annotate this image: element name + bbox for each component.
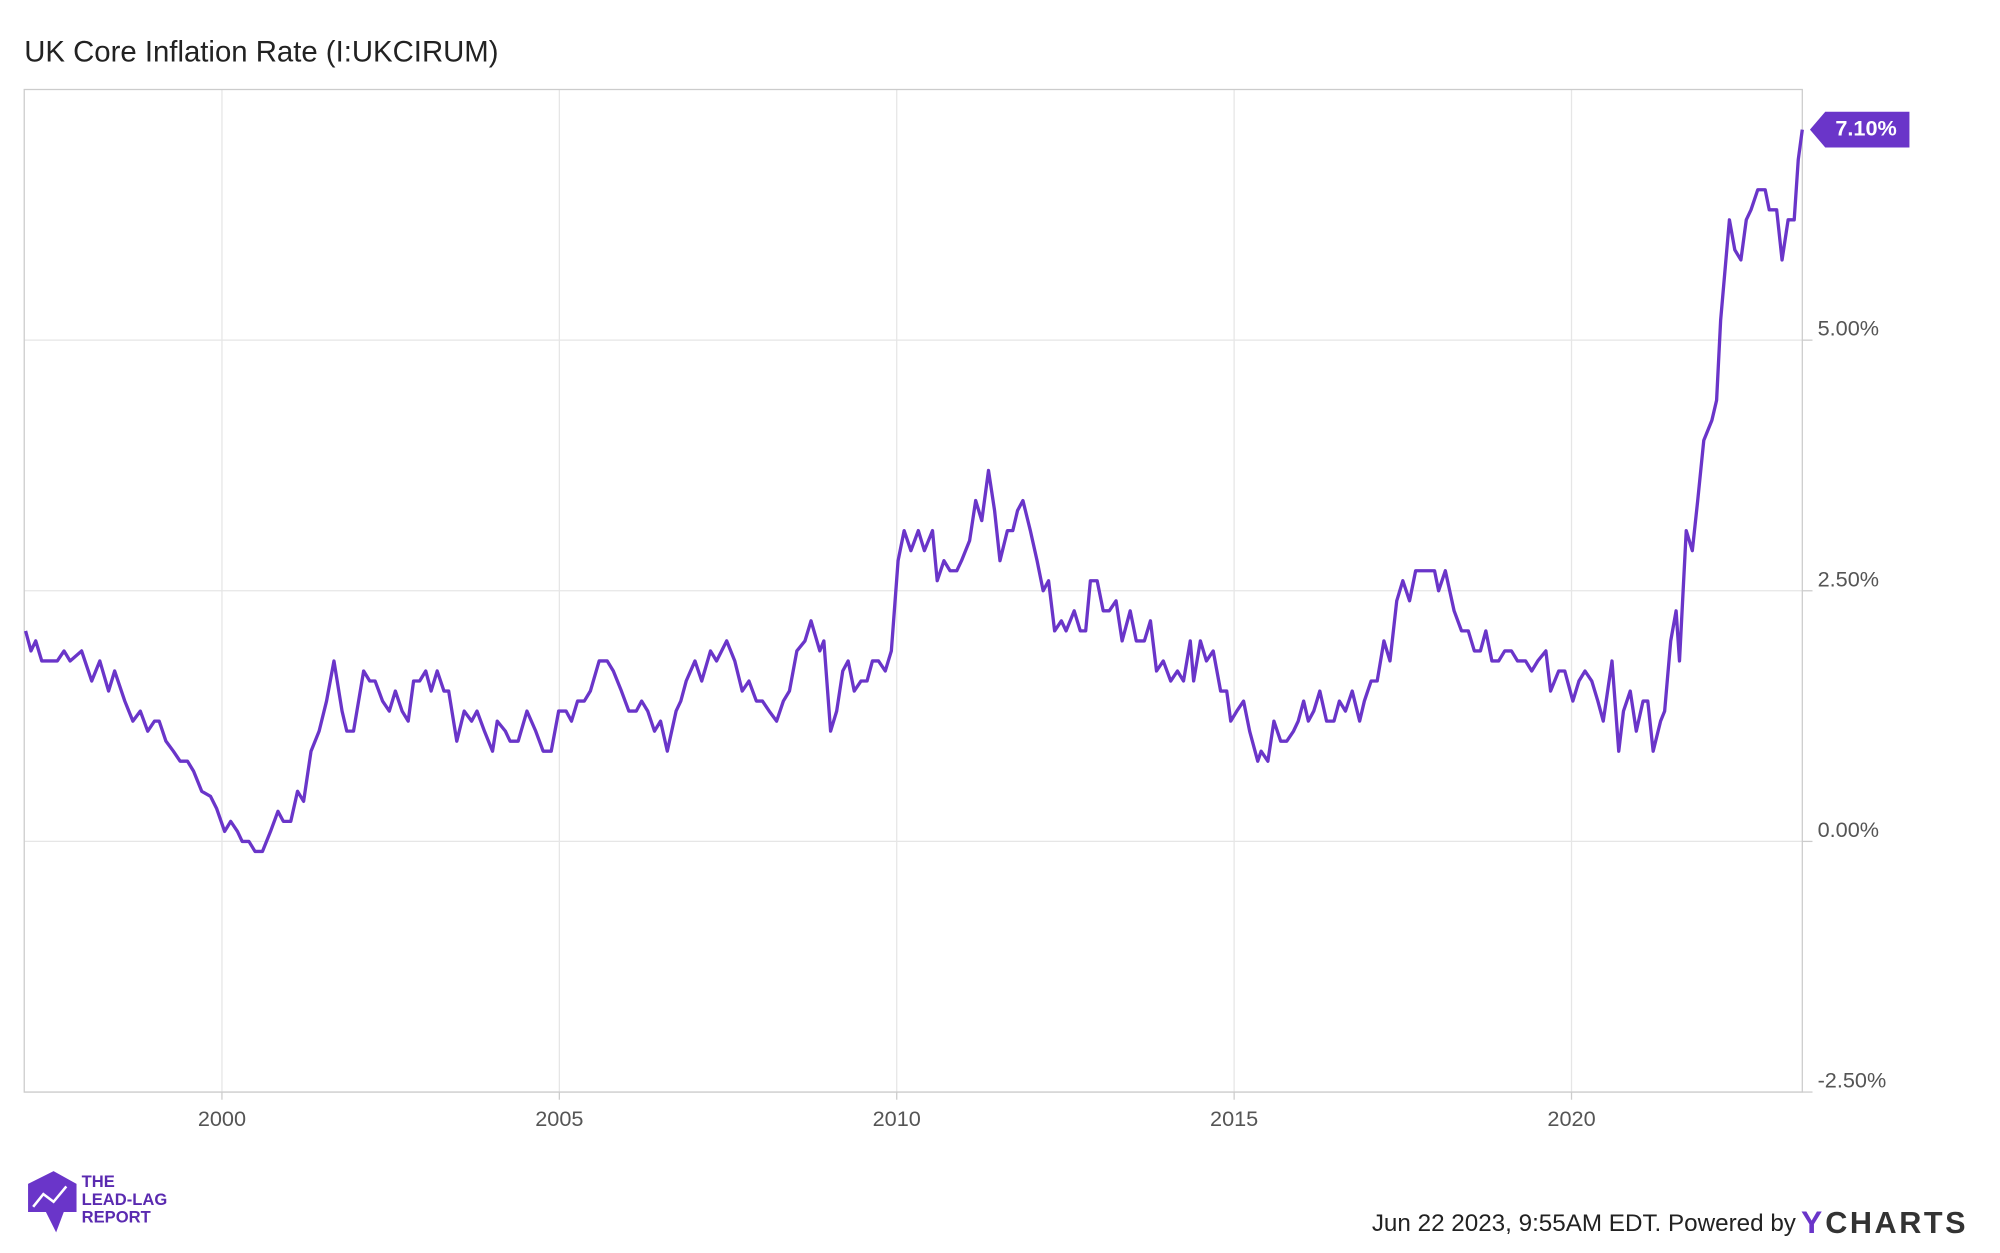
footer: Jun 22 2023, 9:55AM EDT. Powered by <box>1372 1210 1797 1237</box>
y-tick-label: 2.50% <box>1818 566 1879 591</box>
chart-title: UK Core Inflation Rate (I:UKCIRUM) <box>24 36 498 69</box>
x-tick-label: 2020 <box>1547 1106 1595 1131</box>
x-tick-label: 2005 <box>535 1106 583 1131</box>
logo: THE LEAD-LAG REPORT <box>28 1171 168 1233</box>
end-label-box <box>1809 111 1910 148</box>
plot-frame <box>23 88 1803 1093</box>
logo-text: LEAD-LAG <box>82 1190 168 1209</box>
x-tick-label: 2015 <box>1210 1106 1258 1131</box>
x-tick-label: 2000 <box>198 1106 246 1131</box>
end-label: 7.10% <box>1835 115 1896 140</box>
y-tick-label: 5.00% <box>1818 316 1879 341</box>
logo-line <box>32 1185 68 1208</box>
y-tick-label: 0.00% <box>1818 817 1879 842</box>
line-series <box>23 129 1804 854</box>
brand: CHARTS <box>1825 1206 1968 1240</box>
x-tick-label: 2010 <box>873 1106 921 1131</box>
logo-text: THE <box>82 1172 115 1191</box>
y-tick-label: -2.50% <box>1818 1068 1887 1093</box>
logo-text: REPORT <box>82 1208 151 1227</box>
brand-prefix: Y <box>1801 1204 1822 1240</box>
marks: 7.10% <box>23 111 1910 854</box>
